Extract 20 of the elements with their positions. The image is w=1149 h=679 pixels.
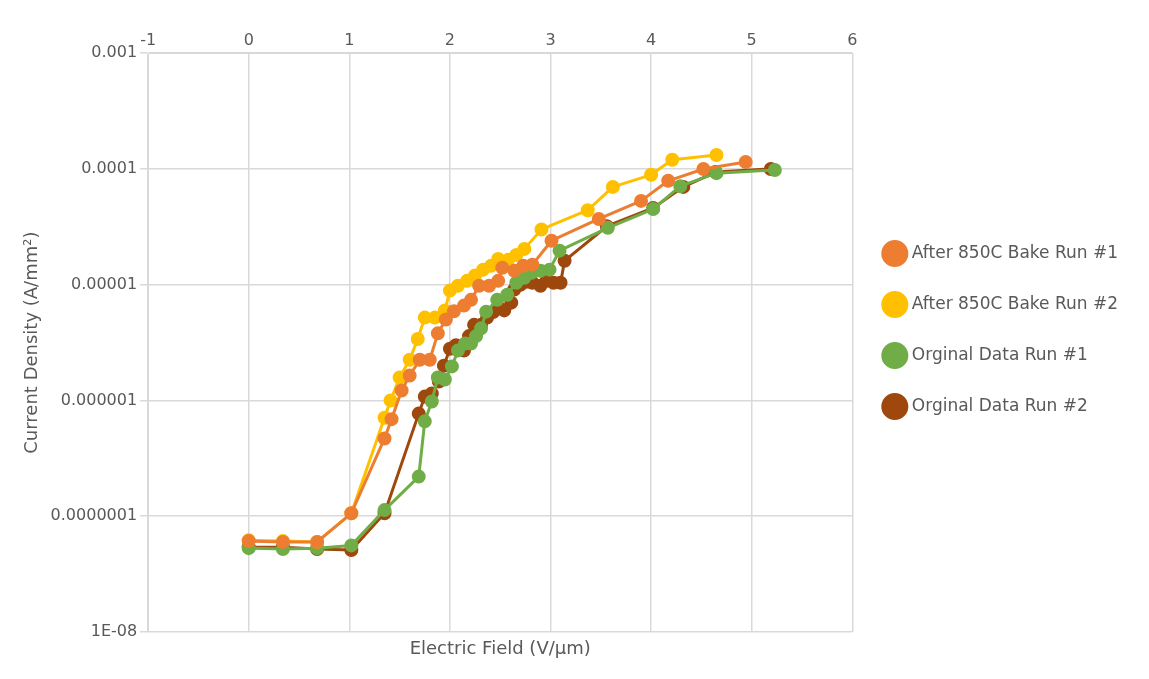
x-tick-label: 6 [847, 29, 858, 49]
y-tick-label: 1E-08 [90, 621, 138, 641]
y-tick-label: 0.00001 [70, 273, 138, 293]
legend-label: After 850C Bake Run #1 [911, 241, 1119, 262]
x-tick-label: -1 [140, 29, 157, 49]
x-axis-title: Electric Field (V/µm) [409, 636, 591, 658]
legend-label: Orginal Data Run #1 [911, 343, 1088, 364]
y-axis-title: Current Density (A/mm²) [20, 231, 42, 454]
x-tick-label: 4 [646, 29, 657, 49]
y-tick-label: 0.0001 [81, 158, 138, 178]
x-tick-label: 3 [545, 29, 556, 49]
x-tick-label: 5 [746, 29, 757, 49]
y-tick-label: 0.000001 [60, 389, 138, 409]
legend-label: After 850C Bake Run #2 [911, 292, 1119, 313]
y-tick-label: 0.0000001 [50, 505, 138, 525]
x-tick-label: 0 [243, 29, 254, 49]
x-tick-label: 1 [344, 29, 355, 49]
legend-label: Orginal Data Run #2 [911, 394, 1088, 415]
y-tick-label: 0.001 [91, 42, 138, 62]
x-tick-label: 2 [444, 29, 456, 49]
